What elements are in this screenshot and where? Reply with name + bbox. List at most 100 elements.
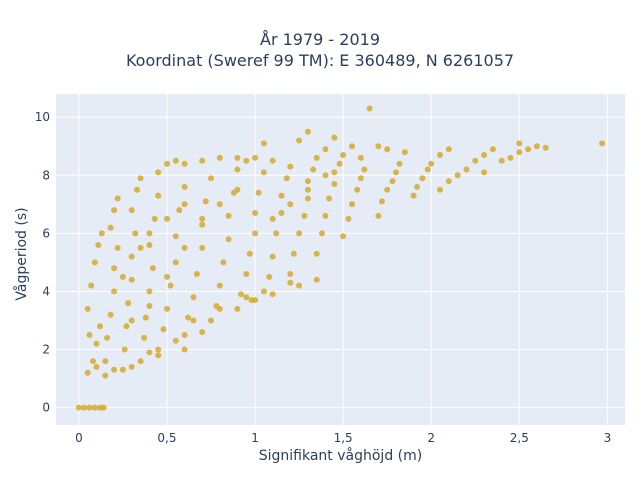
y-tick-label: 10 bbox=[35, 110, 50, 124]
data-point bbox=[269, 291, 276, 298]
x-tick-labels: 0 0,5 1 1,5 2 2,5 3 bbox=[75, 431, 611, 445]
data-point bbox=[164, 273, 170, 280]
data-point bbox=[146, 230, 153, 237]
chart-title-line2: Koordinat (Sweref 99 TM): E 360489, N 62… bbox=[125, 51, 515, 70]
data-point bbox=[176, 207, 183, 214]
x-tick-label: 1 bbox=[251, 431, 259, 445]
data-point bbox=[428, 160, 435, 167]
data-point bbox=[234, 154, 241, 161]
data-point bbox=[260, 140, 267, 147]
data-point bbox=[401, 149, 408, 156]
data-point bbox=[304, 186, 311, 193]
data-points bbox=[75, 105, 606, 411]
data-point bbox=[313, 250, 320, 257]
data-point bbox=[111, 288, 118, 295]
data-point bbox=[125, 300, 132, 307]
data-point bbox=[172, 337, 179, 344]
plot-area bbox=[56, 94, 625, 425]
data-point bbox=[151, 215, 158, 222]
y-axis-label: Vågperiod (s) bbox=[14, 207, 30, 301]
y-tick-label: 2 bbox=[42, 343, 50, 357]
data-point bbox=[278, 192, 285, 199]
data-point bbox=[102, 372, 109, 379]
y-tick-label: 4 bbox=[42, 284, 50, 298]
data-point bbox=[336, 160, 343, 167]
x-tick-label: 2 bbox=[427, 431, 435, 445]
data-point bbox=[132, 230, 139, 237]
data-point bbox=[225, 212, 232, 219]
data-point bbox=[357, 154, 364, 161]
x-tick-label: 0,5 bbox=[157, 431, 176, 445]
data-point bbox=[107, 224, 114, 231]
data-point bbox=[354, 186, 361, 193]
data-point bbox=[313, 276, 320, 283]
data-point bbox=[185, 314, 192, 321]
data-point bbox=[149, 265, 156, 272]
chart-title-line1: År 1979 - 2019 bbox=[260, 30, 380, 49]
data-point bbox=[95, 242, 102, 248]
data-point bbox=[287, 201, 294, 208]
data-point bbox=[349, 201, 355, 208]
data-point bbox=[190, 317, 197, 324]
data-point bbox=[533, 143, 540, 150]
data-point bbox=[128, 276, 135, 283]
data-point bbox=[111, 265, 118, 272]
data-point bbox=[243, 271, 250, 277]
data-point bbox=[366, 105, 373, 112]
data-point bbox=[255, 189, 262, 196]
data-point bbox=[119, 273, 126, 280]
data-point bbox=[199, 157, 206, 164]
data-point bbox=[225, 236, 232, 243]
data-point bbox=[98, 230, 105, 237]
data-point bbox=[97, 323, 103, 330]
data-point bbox=[246, 250, 253, 257]
data-point bbox=[234, 186, 241, 193]
data-point bbox=[88, 282, 95, 289]
data-point bbox=[252, 230, 259, 237]
data-point bbox=[283, 175, 290, 182]
data-point bbox=[384, 186, 391, 193]
data-point bbox=[542, 144, 549, 151]
data-point bbox=[252, 210, 259, 216]
data-point bbox=[287, 279, 294, 286]
data-point bbox=[313, 154, 320, 161]
x-tick-label: 2,5 bbox=[510, 431, 529, 445]
data-point bbox=[310, 166, 317, 173]
data-point bbox=[93, 340, 100, 347]
data-point bbox=[340, 233, 347, 240]
data-point bbox=[75, 404, 82, 411]
data-point bbox=[331, 181, 338, 187]
data-point bbox=[199, 221, 206, 228]
data-point bbox=[463, 166, 470, 173]
data-point bbox=[137, 175, 144, 182]
data-point bbox=[424, 166, 431, 173]
data-point bbox=[304, 178, 311, 185]
data-point bbox=[181, 183, 188, 190]
data-point bbox=[304, 128, 311, 135]
data-point bbox=[326, 195, 332, 202]
data-point bbox=[181, 332, 188, 338]
data-point bbox=[340, 152, 347, 158]
data-point bbox=[160, 326, 167, 333]
data-point bbox=[389, 178, 396, 185]
data-point bbox=[146, 288, 153, 295]
data-point bbox=[164, 305, 170, 312]
data-point bbox=[331, 134, 338, 141]
data-point bbox=[437, 152, 443, 158]
data-point bbox=[172, 233, 179, 240]
data-point bbox=[287, 163, 294, 170]
y-tick-label: 8 bbox=[42, 168, 50, 182]
data-point bbox=[266, 273, 273, 280]
data-point bbox=[322, 146, 329, 153]
data-point bbox=[86, 332, 93, 338]
data-point bbox=[481, 169, 488, 176]
data-point bbox=[273, 230, 280, 237]
data-point bbox=[146, 242, 153, 248]
data-point bbox=[107, 311, 114, 318]
data-point bbox=[301, 212, 308, 219]
data-point bbox=[128, 317, 135, 324]
data-point bbox=[252, 154, 259, 161]
x-tick-label: 1,5 bbox=[334, 431, 353, 445]
data-point bbox=[90, 358, 96, 365]
